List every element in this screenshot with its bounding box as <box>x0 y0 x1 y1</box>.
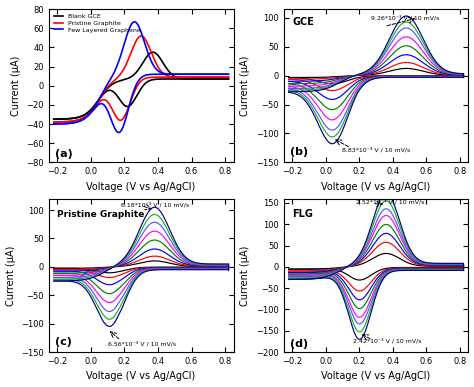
Y-axis label: Current (μA): Current (μA) <box>11 55 21 116</box>
Text: 2.52*10⁻³ V / 10 mV/s: 2.52*10⁻³ V / 10 mV/s <box>356 199 424 205</box>
Y-axis label: Current (μA): Current (μA) <box>6 245 16 306</box>
Y-axis label: Current (μA): Current (μA) <box>240 245 250 306</box>
X-axis label: Voltage (V vs Ag/AgCl): Voltage (V vs Ag/AgCl) <box>321 182 431 192</box>
Text: Pristine Graphite: Pristine Graphite <box>57 210 145 219</box>
Text: (a): (a) <box>55 149 73 159</box>
Text: 9.26*10⁻³ V / 10 mV/s: 9.26*10⁻³ V / 10 mV/s <box>371 15 439 21</box>
Text: 6.56*10⁻³ V / 10 mV/s: 6.56*10⁻³ V / 10 mV/s <box>108 341 176 346</box>
Text: 2.42*10⁻³ V / 10 mV/s: 2.42*10⁻³ V / 10 mV/s <box>353 338 421 344</box>
Y-axis label: Current (μA): Current (μA) <box>240 55 250 116</box>
X-axis label: Voltage (V vs Ag/AgCl): Voltage (V vs Ag/AgCl) <box>86 372 196 382</box>
Text: 8.83*10⁻³ V / 10 mV/s: 8.83*10⁻³ V / 10 mV/s <box>342 147 410 153</box>
Text: FLG: FLG <box>292 209 313 219</box>
Text: (c): (c) <box>55 337 73 347</box>
Text: 6.18*10⁻³ V / 10 mV/s: 6.18*10⁻³ V / 10 mV/s <box>121 202 189 207</box>
Text: (b): (b) <box>291 147 309 158</box>
Legend: Blank GCE, Pristine Graphite, Few Layered Graphene: Blank GCE, Pristine Graphite, Few Layere… <box>52 12 143 34</box>
Text: (d): (d) <box>291 339 309 349</box>
Text: GCE: GCE <box>292 17 314 27</box>
X-axis label: Voltage (V vs Ag/AgCl): Voltage (V vs Ag/AgCl) <box>86 182 196 192</box>
X-axis label: Voltage (V vs Ag/AgCl): Voltage (V vs Ag/AgCl) <box>321 372 431 382</box>
